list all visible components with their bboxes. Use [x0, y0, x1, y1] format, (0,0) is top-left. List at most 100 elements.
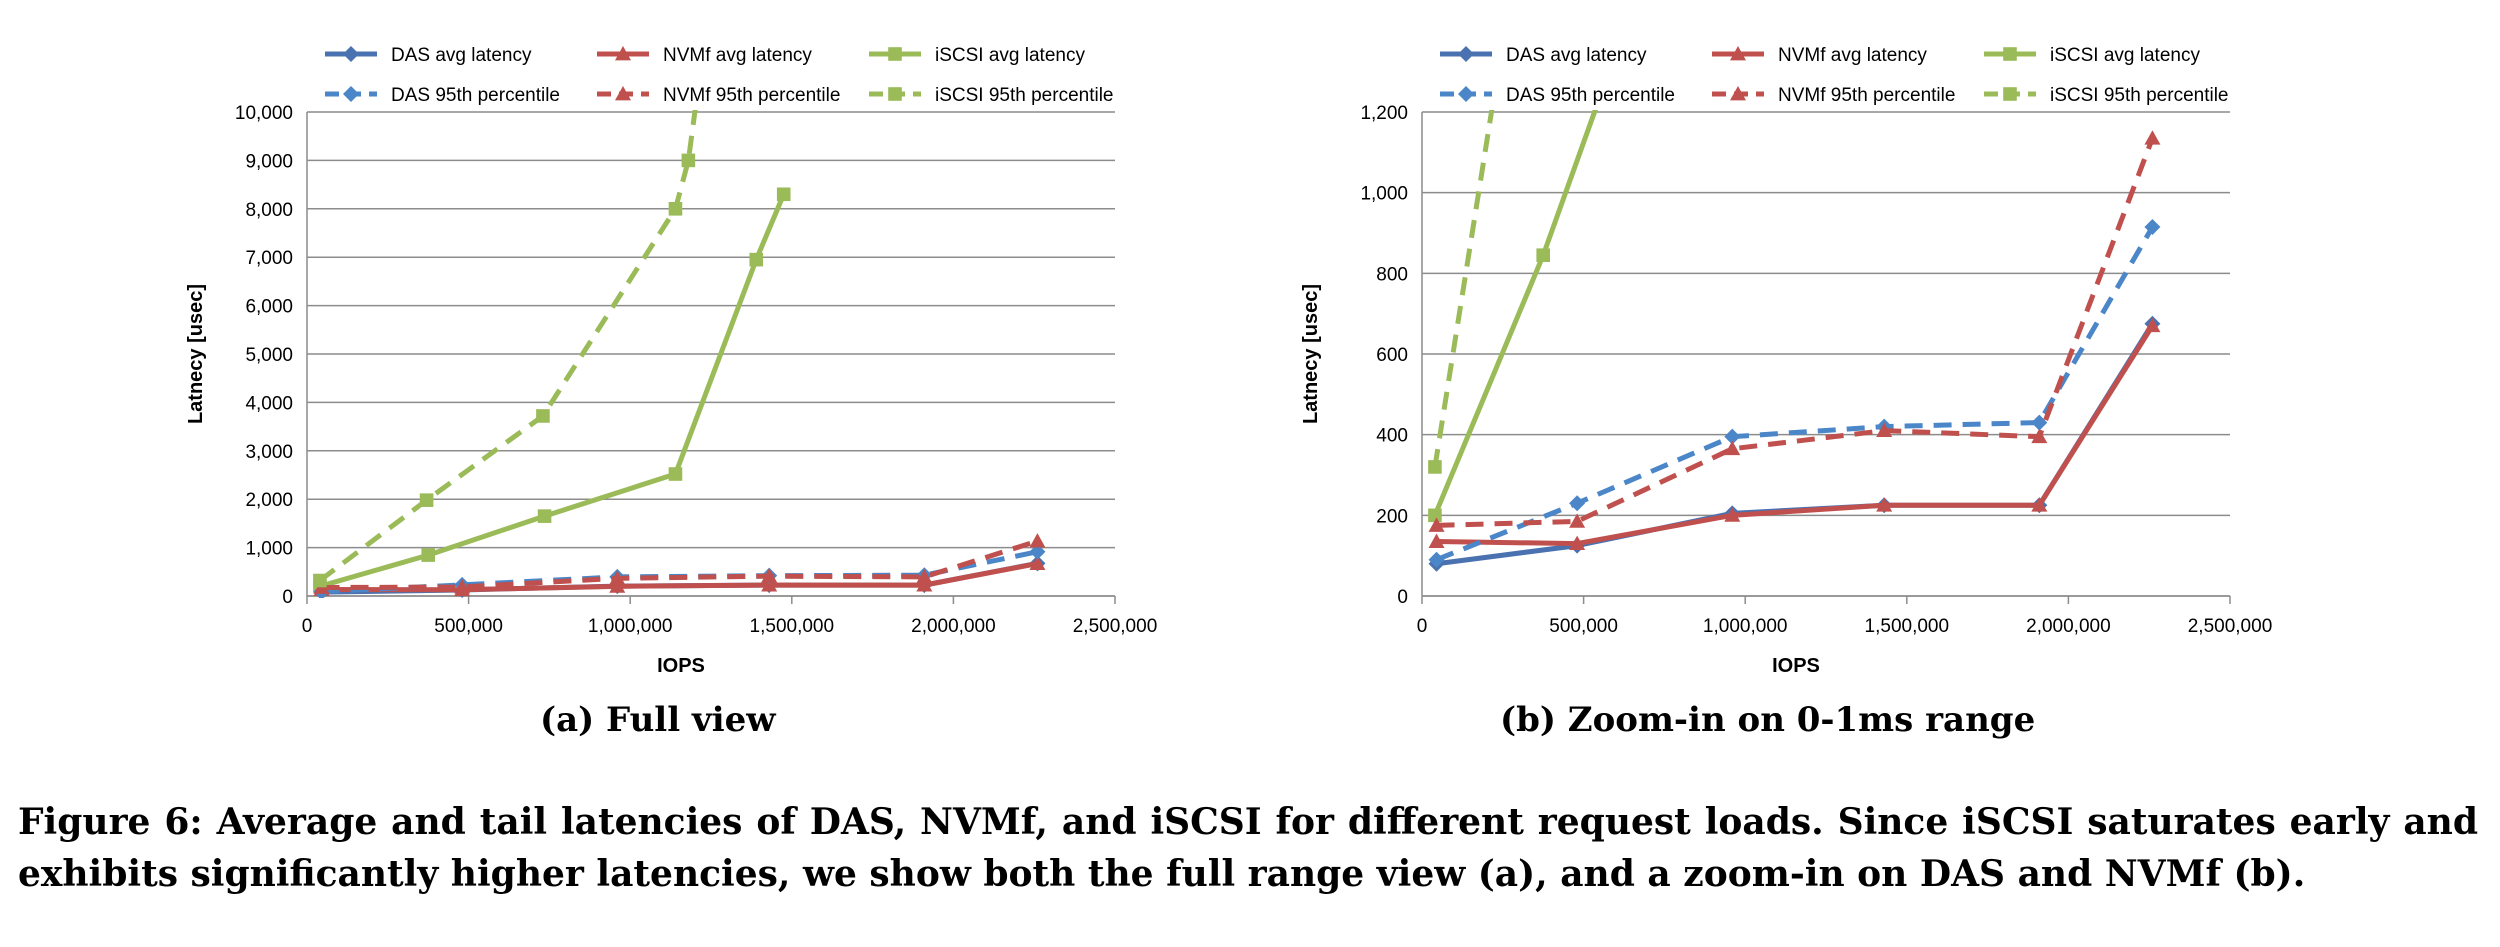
data-point: [1428, 460, 1442, 474]
x-tick-label: 0: [302, 616, 313, 637]
x-tick-label: 1,000,000: [588, 616, 673, 637]
legend-label: DAS 95th percentile: [1506, 85, 1675, 106]
y-tick-label: 5,000: [245, 345, 293, 366]
y-tick-label: 800: [1376, 264, 1408, 285]
data-point: [2031, 497, 2048, 512]
legend-marker: [2003, 87, 2017, 101]
data-point: [1428, 551, 1445, 568]
legend-label: DAS 95th percentile: [391, 85, 560, 106]
legend-marker: [2003, 47, 2017, 61]
data-point: [454, 579, 471, 594]
legend-label: NVMf avg latency: [1778, 45, 1927, 66]
data-point: [537, 509, 552, 523]
legend-label: iSCSI 95th percentile: [935, 85, 1114, 106]
data-point: [2144, 317, 2161, 333]
x-axis-title: IOPS: [1772, 655, 1820, 677]
data-point: [1029, 543, 1046, 560]
data-point: [761, 568, 778, 583]
data-point: [1569, 513, 1586, 528]
x-tick-label: 500,000: [1549, 616, 1618, 637]
legend-marker: [343, 86, 359, 102]
y-tick-label: 8,000: [245, 200, 293, 221]
data-point: [668, 467, 683, 481]
y-axis-title: Latnecy [usec]: [185, 284, 207, 424]
series-line: [321, 538, 1039, 591]
data-point: [536, 409, 550, 423]
legend-marker: [1730, 46, 1746, 61]
data-point: [1724, 428, 1741, 445]
series-line: [319, 193, 787, 589]
data-point: [681, 153, 696, 168]
chart-zoom-in: 0 200 400 600 800 1,000 1,200 0 500,000 1,000,000…: [1300, 45, 2273, 677]
x-tick-label: 2,500,000: [2188, 616, 2273, 637]
legend-marker: [888, 87, 902, 101]
data-point: [1724, 440, 1741, 456]
data-point: [1029, 533, 1046, 548]
legend-label: NVMf 95th percentile: [663, 85, 840, 106]
legend-label: DAS avg latency: [1506, 45, 1647, 66]
data-point: [1876, 497, 1893, 512]
data-point: [916, 577, 933, 592]
series-line: [318, 110, 698, 583]
data-point: [1029, 555, 1046, 570]
data-point: [1428, 533, 1445, 548]
y-tick-label: 4,000: [245, 393, 293, 414]
y-tick-label: 0: [282, 587, 293, 608]
data-point: [761, 577, 778, 592]
legend-marker: [343, 46, 359, 62]
legend-marker: [1730, 86, 1746, 101]
data-point: [1876, 422, 1893, 438]
legend-marker: [615, 46, 631, 61]
y-tick-label: 1,200: [1360, 103, 1408, 124]
x-tick-label: 1,500,000: [750, 616, 835, 637]
y-tick-label: 1,000: [245, 539, 293, 560]
data-point: [421, 548, 435, 562]
data-point: [668, 202, 683, 216]
legend-marker: [615, 86, 631, 101]
figure-caption: Figure 6: Average and tail latencies of …: [18, 801, 2478, 895]
y-axis-title: Latnecy [usec]: [1300, 284, 1322, 424]
data-point: [2144, 130, 2161, 145]
y-tick-label: 400: [1376, 426, 1408, 447]
legend-label: NVMf avg latency: [663, 45, 812, 66]
y-tick-label: 0: [1397, 587, 1408, 608]
x-tick-label: 1,000,000: [1703, 616, 1788, 637]
x-tick-label: 2,000,000: [911, 616, 996, 637]
legend-marker: [1458, 86, 1474, 102]
x-tick-label: 2,500,000: [1073, 616, 1158, 637]
series-line: [1436, 322, 2155, 567]
chart-full-view: 0 1,000 2,000 3,000 4,000 5,000 6,000 7,000 8,00…: [185, 45, 1158, 677]
legend-marker: [1458, 46, 1474, 62]
y-tick-label: 200: [1376, 506, 1408, 527]
data-point: [1428, 508, 1442, 523]
legend-label: NVMf 95th percentile: [1778, 85, 1955, 106]
legend-label: DAS avg latency: [391, 45, 532, 66]
data-point: [916, 568, 933, 584]
y-tick-label: 2,000: [245, 490, 293, 511]
legend-label: iSCSI avg latency: [2050, 45, 2200, 66]
data-point: [1724, 507, 1741, 522]
data-point: [2031, 414, 2048, 431]
legend-label: iSCSI 95th percentile: [2050, 85, 2229, 106]
x-axis-title: IOPS: [657, 655, 705, 677]
legend-label: iSCSI avg latency: [935, 45, 1085, 66]
y-tick-label: 6,000: [245, 297, 293, 318]
y-tick-label: 7,000: [245, 248, 293, 269]
data-point: [1428, 517, 1445, 532]
data-point: [313, 573, 327, 588]
data-point: [419, 493, 434, 507]
data-point: [1569, 495, 1586, 512]
data-point: [2031, 428, 2048, 444]
y-tick-label: 1,000: [1360, 184, 1408, 205]
y-tick-label: 600: [1376, 345, 1408, 366]
data-point: [1569, 535, 1586, 550]
data-point: [609, 570, 626, 585]
data-point: [1536, 248, 1550, 262]
series-line: [1435, 225, 2155, 563]
legend-marker: [888, 47, 902, 61]
x-tick-label: 0: [1417, 616, 1428, 637]
x-tick-label: 1,500,000: [1865, 616, 1950, 637]
data-point: [609, 578, 626, 593]
data-point: [776, 187, 791, 202]
series-line: [1436, 137, 2155, 528]
